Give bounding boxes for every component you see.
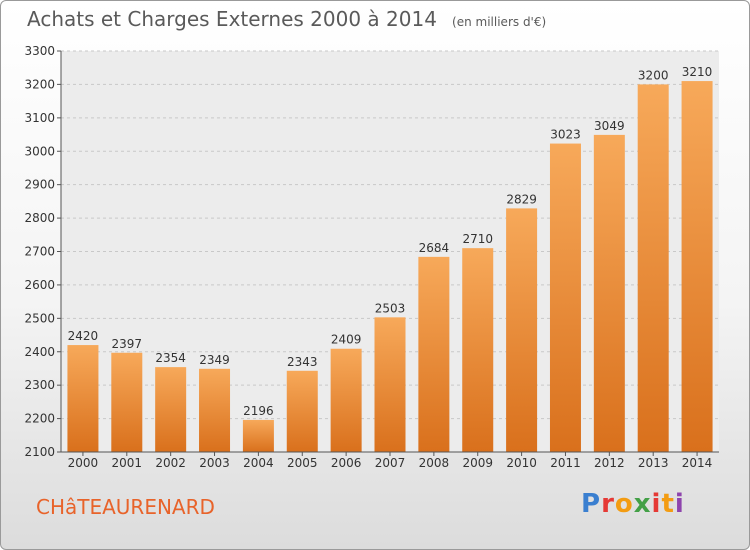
bar-value-label: 3049 [594,119,625,133]
logo-letter: i [651,489,662,519]
logo-letter: x [633,489,652,519]
y-tick-label: 3200 [24,77,55,91]
title-row: Achats et Charges Externes 2000 à 2014 (… [27,7,546,31]
x-tick-label: 2005 [287,456,318,470]
bar-value-label: 2420 [68,329,99,343]
bar-2011 [549,143,581,453]
proxiti-logo[interactable]: Proxiti [581,489,685,519]
bar-value-label: 3200 [638,68,669,82]
x-tick-label: 2014 [682,456,713,470]
x-tick-label: 2007 [375,456,406,470]
chart-title: Achats et Charges Externes 2000 à 2014 [27,7,437,31]
x-tick-label: 2011 [550,456,581,470]
y-tick-label: 2600 [24,278,55,292]
bar-value-label: 2503 [375,301,406,315]
x-tick-label: 2010 [506,456,537,470]
y-tick-label: 3000 [24,144,55,158]
y-tick-label: 2900 [24,178,55,192]
logo-letter: P [581,489,602,519]
bar-2009 [462,248,494,452]
bar-value-label: 2196 [243,404,274,418]
y-tick-label: 2400 [24,345,55,359]
bar-2000 [67,345,99,452]
bar-value-label: 2343 [287,355,318,369]
y-tick-label: 2100 [24,445,55,459]
bar-value-label: 2397 [112,337,143,351]
y-tick-label: 3100 [24,111,55,125]
x-tick-label: 2002 [155,456,186,470]
y-tick-label: 2500 [24,311,55,325]
bar-2004 [242,419,274,452]
y-tick-label: 2700 [24,245,55,259]
x-tick-label: 2000 [68,456,99,470]
bar-2008 [418,256,450,452]
bar-2013 [637,84,669,453]
x-tick-label: 2008 [419,456,450,470]
y-tick-label: 2200 [24,412,55,426]
bar-2005 [286,370,318,452]
x-tick-label: 2009 [462,456,493,470]
bar-value-label: 2684 [419,241,450,255]
bar-2003 [199,368,231,452]
logo-letter: o [614,489,634,519]
bar-2007 [374,317,406,452]
y-tick-label: 2300 [24,378,55,392]
logo-letter: r [601,489,615,519]
chart-subtitle: (en milliers d'€) [452,15,547,29]
x-tick-label: 2001 [112,456,143,470]
commune-name: CHâTEAURENARD [36,495,215,519]
bar-2014 [681,81,713,452]
bar-2006 [330,348,362,452]
x-tick-label: 2013 [638,456,669,470]
bar-value-label: 2354 [155,351,186,365]
x-tick-label: 2006 [331,456,362,470]
x-tick-label: 2012 [594,456,625,470]
y-tick-label: 3300 [24,44,55,58]
bar-2012 [593,134,625,452]
bar-2010 [506,208,538,452]
y-tick-label: 2800 [24,211,55,225]
x-tick-label: 2003 [199,456,230,470]
bar-value-label: 3210 [682,65,713,79]
x-tick-label: 2004 [243,456,274,470]
bar-value-label: 2409 [331,333,362,347]
bar-2002 [155,367,187,452]
bar-value-label: 2710 [462,232,493,246]
bar-value-label: 2829 [506,192,537,206]
logo-letter: t [661,489,675,519]
bar-2001 [111,352,143,452]
logo-letter: i [674,489,685,519]
bar-value-label: 2349 [199,353,230,367]
bar-value-label: 3023 [550,128,581,142]
